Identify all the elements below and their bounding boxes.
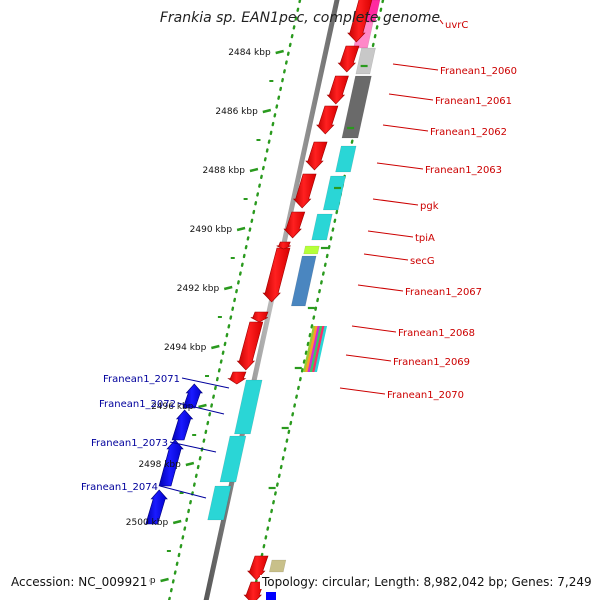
cds-tracks xyxy=(145,0,373,604)
dot-track-outer xyxy=(250,0,385,602)
gene-label-reverse[interactable]: Franean1_2073 xyxy=(91,438,168,449)
gc-dotted-tracks xyxy=(167,0,385,602)
cog-block xyxy=(341,75,372,139)
reverse-cds-arrow[interactable] xyxy=(182,383,203,409)
topology-summary: Topology: circular; Length: 8,982,042 bp… xyxy=(260,575,594,589)
gene-label-forward[interactable]: Franean1_2062 xyxy=(430,127,507,138)
gene-labels: uvrC Franean1_2060 Franean1_2061 Franean1_2… xyxy=(81,19,517,499)
scale-tick xyxy=(223,285,233,291)
forward-cds-arrow[interactable] xyxy=(236,321,264,371)
gene-label-reverse[interactable]: Franean1_2071 xyxy=(103,374,180,385)
gene-label-forward[interactable]: Franean1_2069 xyxy=(393,357,470,368)
scale-tick-label: 2490 kbp xyxy=(190,225,233,235)
cog-block xyxy=(302,326,316,372)
gene-label-leader xyxy=(345,354,392,362)
cog-block xyxy=(312,326,325,372)
scale-tick xyxy=(185,461,195,467)
scale-tick xyxy=(249,167,259,173)
forward-cds-arrow[interactable] xyxy=(337,45,360,73)
cog-block xyxy=(219,435,247,483)
cog-block xyxy=(268,559,287,573)
forward-cds-arrow[interactable] xyxy=(283,211,306,239)
dot-track-inner xyxy=(167,0,302,602)
gene-label-forward[interactable]: Franean1_2063 xyxy=(425,165,502,176)
gene-label-leader xyxy=(357,284,404,292)
gene-label-leader xyxy=(382,124,429,132)
scale-tick xyxy=(172,519,182,525)
reverse-cds-arrow[interactable] xyxy=(145,489,168,525)
cog-block xyxy=(355,47,376,75)
gene-label-leader xyxy=(339,387,386,395)
cog-block xyxy=(309,326,323,372)
gene-label-leader xyxy=(372,198,419,206)
scale-tick-label: 2484 kbp xyxy=(228,48,271,58)
scale-tick-label: 2486 kbp xyxy=(215,107,258,117)
gene-label-leader xyxy=(181,377,230,389)
cog-block xyxy=(335,145,357,173)
cog-block xyxy=(303,245,320,255)
gene-label-forward[interactable]: Franean1_2070 xyxy=(387,390,464,401)
scale-tick-label: 2498 kbp xyxy=(138,460,181,470)
gene-label-reverse[interactable]: Franean1_2074 xyxy=(81,482,158,493)
gene-label-leader xyxy=(363,253,409,261)
cog-block xyxy=(207,485,232,521)
reverse-cds-arrow[interactable] xyxy=(171,409,194,441)
scale-tick-label: 2496 kbp xyxy=(151,402,194,412)
gene-label-leader xyxy=(169,441,217,453)
map-title: Frankia sp. EAN1pec, complete genome xyxy=(159,10,441,26)
forward-cds-arrow[interactable] xyxy=(347,0,373,43)
scale-tick-label: 2494 kbp xyxy=(164,343,207,353)
forward-cds-arrow[interactable] xyxy=(305,141,328,171)
scale-tick xyxy=(160,577,169,583)
gene-label-leader xyxy=(351,325,397,333)
gene-label-forward[interactable]: tpiA xyxy=(415,233,435,244)
gene-label-leader xyxy=(376,162,424,170)
gene-label-forward[interactable]: Franean1_2067 xyxy=(405,287,482,298)
gene-label-leader xyxy=(367,230,414,238)
forward-cds-arrow[interactable] xyxy=(326,75,349,105)
gene-label-forward[interactable]: secG xyxy=(410,256,435,267)
gene-label-forward[interactable]: Franean1_2060 xyxy=(440,66,517,77)
forward-cds-arrow[interactable] xyxy=(316,105,339,135)
gene-label-reverse[interactable]: Franean1_2072 xyxy=(99,399,176,410)
cog-block xyxy=(322,175,346,211)
gene-label-forward[interactable]: Franean1_2068 xyxy=(398,328,475,339)
forward-cds-arrow[interactable] xyxy=(276,241,291,250)
cog-color-track xyxy=(207,0,381,573)
forward-cds-arrow[interactable] xyxy=(292,173,317,209)
scale-tick xyxy=(236,226,246,232)
gene-label-forward[interactable]: Franean1_2061 xyxy=(435,96,512,107)
cog-block xyxy=(305,326,318,372)
scale-tick-label: 2488 kbp xyxy=(203,166,246,176)
cog-block xyxy=(307,326,321,372)
forward-cds-arrow[interactable] xyxy=(262,247,291,303)
gene-label-forward[interactable]: pgk xyxy=(420,201,439,212)
scale-tick-label: 2500 kbp xyxy=(126,518,169,528)
gene-label-forward[interactable]: uvrC xyxy=(445,20,468,31)
forward-cds-arrow[interactable] xyxy=(250,311,269,323)
gene-label-leader xyxy=(177,402,225,415)
gene-label-leader xyxy=(159,485,207,499)
reverse-cds-arrow[interactable] xyxy=(158,439,184,487)
cog-block xyxy=(234,379,263,435)
scale-tick-label: 2492 kbp xyxy=(177,284,220,294)
scale-tick xyxy=(275,49,284,55)
reverse-cds-arrow[interactable] xyxy=(266,592,276,602)
gene-label-leader xyxy=(388,93,434,101)
gene-label-leader xyxy=(439,19,444,25)
cog-block xyxy=(311,213,333,241)
cog-block xyxy=(314,326,328,372)
gene-label-leader xyxy=(392,63,439,71)
scale-tick xyxy=(262,108,272,114)
accession-text: Accession: NC_009921 xyxy=(9,575,150,589)
scale-tick xyxy=(198,403,207,409)
forward-cds-arrow[interactable] xyxy=(227,371,247,385)
scale-tick xyxy=(211,344,220,350)
cog-block xyxy=(290,255,317,307)
